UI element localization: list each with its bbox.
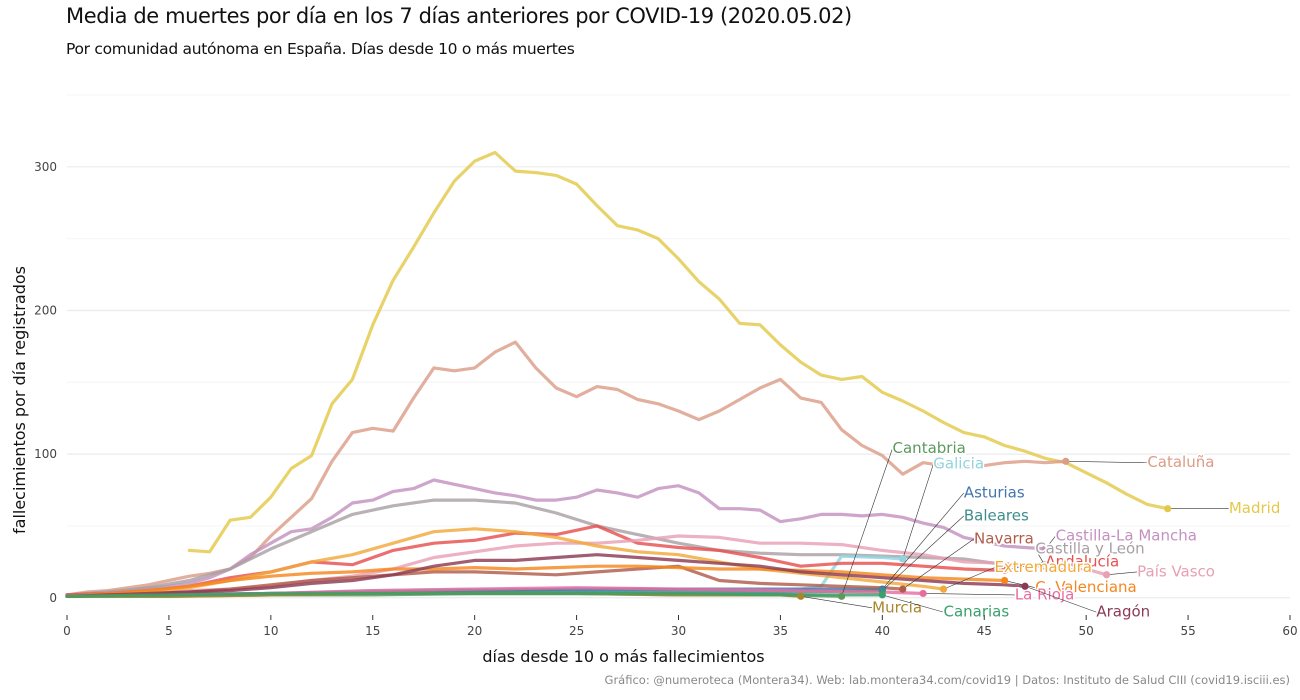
chart-subtitle: Por comunidad autónoma en España. Días d… (66, 40, 575, 58)
series-label-c-valenciana: C. Valenciana (1035, 578, 1137, 596)
series-endpoint-andalucia (1001, 566, 1009, 575)
series-label-cataluna: Cataluña (1147, 453, 1214, 471)
series-endpoint-cantabria (837, 592, 846, 600)
x-tick-label: 40 (875, 624, 890, 638)
series-endpoint-c-valenciana (1001, 576, 1009, 585)
leader-line-pais-vasco (1106, 571, 1138, 576)
leader-line-navarra (902, 538, 975, 590)
series-line-aragon (65, 553, 1027, 598)
leader-line-c-valenciana (1004, 580, 1036, 588)
series-label-pais-vasco: País Vasco (1137, 562, 1215, 580)
series-line-madrid (187, 150, 1170, 554)
series-label-baleares: Baleares (964, 506, 1029, 524)
leader-line-aragon (1024, 585, 1097, 613)
leader-line-andalucia (1004, 561, 1046, 571)
y-tick-label: 0 (49, 591, 57, 605)
leader-line-murcia (800, 596, 873, 609)
series-label-aragon: Aragón (1096, 603, 1150, 621)
leader-line-la-rioja (923, 593, 1015, 596)
series-line-c-valenciana (65, 564, 1007, 598)
series-endpoint-madrid (1164, 505, 1172, 513)
leader-line-baleares (882, 515, 965, 591)
x-tick-label: 55 (1180, 624, 1195, 638)
leader-line-galicia (902, 464, 934, 560)
x-tick-label: 0 (63, 624, 71, 638)
series-label-castilla-y-leon: Castilla y León (1035, 539, 1144, 557)
series-endpoint-pais-vasco (1102, 571, 1111, 579)
leader-line-asturias (882, 492, 965, 590)
x-tick-label: 35 (773, 624, 788, 638)
x-tick-label: 60 (1282, 624, 1297, 638)
x-axis-title: días desde 10 o más fallecimientos (482, 647, 764, 666)
series-endpoint-galicia (899, 555, 907, 563)
leader-line-cantabria (841, 448, 893, 597)
y-tick-label: 300 (34, 160, 57, 174)
series-label-andalucia: Andalucía (1045, 552, 1119, 570)
series-label-galicia: Galicia (933, 455, 984, 473)
series-label-asturias: Asturias (964, 483, 1025, 501)
x-tick-label: 25 (569, 624, 584, 638)
x-tick-label: 15 (365, 624, 380, 638)
series-endpoint-murcia (797, 592, 805, 600)
series-label-madrid: Madrid (1229, 499, 1281, 517)
x-tick-label: 10 (263, 624, 278, 638)
series-endpoint-castilla-y-leon (1041, 562, 1049, 570)
series-endpoint-la-rioja (919, 589, 927, 598)
axis-layer: 0 100 200 300 0 5 10 15 20 25 30 35 40 45 50 55 60 días d… (10, 160, 1298, 666)
y-axis-title: fallecimientos por día registrados (10, 266, 29, 534)
series-label-canarias: Canarias (943, 603, 1009, 621)
label-layer: Madrid Cataluña Castilla-La ManchaCastilla… (797, 437, 1282, 622)
series-endpoint-canarias (878, 591, 886, 599)
series-label-castilla-la-mancha: Castilla-La Mancha (1056, 526, 1197, 544)
series-label-murcia: Murcia (872, 598, 922, 616)
series-layer (65, 150, 1170, 598)
chart-caption: Gráfico: @numeroteca (Montera34). Web: l… (604, 673, 1290, 687)
series-endpoint-castilla-la-mancha (1041, 545, 1049, 553)
series-label-navarra: Navarra (974, 529, 1034, 547)
grid-layer (67, 94, 1290, 599)
x-tick-label: 50 (1079, 624, 1094, 638)
leader-line-canarias (882, 594, 944, 613)
x-tick-label: 45 (977, 624, 992, 638)
series-line-canarias (65, 591, 884, 598)
x-tick-label: 5 (165, 624, 173, 638)
x-tick-label: 30 (671, 624, 686, 638)
series-endpoint-aragon (1021, 582, 1029, 590)
series-endpoint-extremadura (939, 585, 948, 593)
series-endpoint-cataluna (1062, 457, 1070, 465)
leader-line-extremadura (943, 567, 995, 590)
series-label-extremadura: Extremadura (994, 558, 1092, 576)
y-tick-label: 200 (34, 303, 57, 317)
y-tick-label: 100 (34, 447, 57, 461)
x-tick-label: 20 (467, 624, 482, 638)
chart-title: Media de muertes por día en los 7 días a… (66, 4, 852, 28)
series-endpoint-navarra (899, 585, 907, 593)
series-label-cantabria: Cantabria (893, 439, 966, 457)
leader-line-cataluna (1065, 460, 1148, 464)
